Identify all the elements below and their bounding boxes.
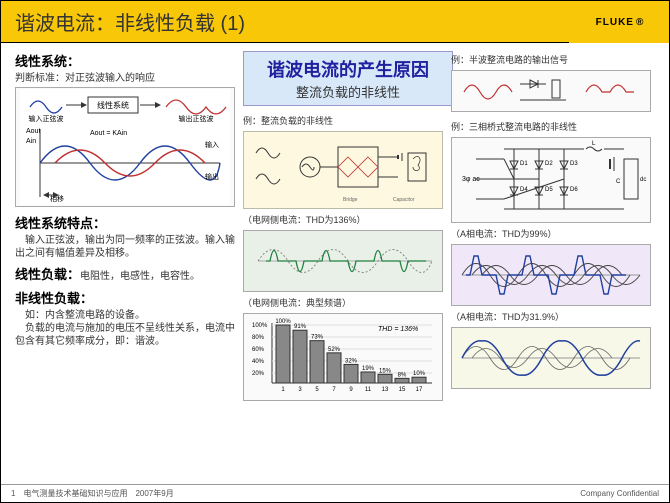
svg-text:11: 11 [365, 387, 372, 393]
slide-title: 谐波电流：非线性负载 (1) [15, 7, 245, 36]
three-phase-circuit-figure: 3φ ac D1D4D2D5D3D6 L C dc load [451, 137, 651, 223]
svg-text:Ain: Ain [26, 138, 36, 145]
svg-text:Bridge: Bridge [343, 197, 358, 203]
nonlinear-text: 如：内含整流电路的设备。 负载的电流与施加的电压不呈线性关系，电流中包含有其它频… [15, 309, 235, 348]
section-linear-char: 线性系统特点： [15, 213, 235, 232]
content: 线性系统： 判断标准：对正弦波输入的响应 线性系统 输入正弦波 输出正弦波 Ao… [1, 43, 669, 403]
svg-text:8%: 8% [398, 372, 407, 378]
footer-right: Company Confidential [580, 489, 659, 498]
svg-text:60%: 60% [252, 347, 265, 353]
svg-text:线性系统: 线性系统 [97, 100, 129, 110]
svg-text:5: 5 [315, 387, 319, 393]
svg-text:THD = 136%: THD = 136% [378, 326, 418, 333]
svg-text:Aout = KAin: Aout = KAin [90, 130, 127, 137]
svg-text:91%: 91% [294, 324, 307, 330]
section-linear-system: 线性系统： [15, 51, 235, 70]
svg-text:输入: 输入 [205, 140, 219, 149]
left-column: 线性系统： 判断标准：对正弦波输入的响应 线性系统 输入正弦波 输出正弦波 Ao… [15, 51, 235, 403]
svg-text:32%: 32% [345, 358, 358, 364]
svg-text:3: 3 [298, 387, 302, 393]
svg-text:9: 9 [349, 387, 353, 393]
svg-text:17: 17 [416, 387, 423, 393]
mid-cap1: 例：整流负载的非线性 [243, 114, 443, 127]
svg-text:C: C [616, 179, 621, 185]
svg-text:7: 7 [332, 387, 336, 393]
svg-text:输出: 输出 [205, 172, 219, 181]
svg-text:73%: 73% [311, 335, 324, 341]
spectrum-bar-figure: 100% 80% 60% 40% 20% 100% 1 91% 3 73% 5 52% 7 32% 9 19%… [243, 313, 443, 401]
svg-text:L: L [592, 141, 596, 147]
svg-text:100%: 100% [252, 323, 268, 329]
svg-text:52%: 52% [328, 347, 341, 353]
svg-text:15: 15 [399, 387, 406, 393]
phase-current-99-figure [451, 244, 651, 306]
middle-column: 谐波电流的产生原因 整流负载的非线性 例：整流负载的非线性 Bridge Cap… [243, 51, 443, 403]
linear-system-figure: 线性系统 输入正弦波 输出正弦波 Aout Ain Aout = KAin 输入… [15, 87, 235, 207]
half-wave-figure [451, 70, 651, 112]
svg-text:100%: 100% [275, 319, 291, 325]
svg-text:15%: 15% [379, 368, 392, 374]
svg-text:输入正弦波: 输入正弦波 [29, 114, 64, 123]
right-cap0: 例：半波整流电路的输出信号 [451, 53, 651, 66]
svg-text:D3: D3 [570, 161, 578, 167]
footer-left: 1 电气测量技术基础知识与应用 2007年9月 [11, 488, 174, 499]
svg-text:Capacitor: Capacitor [393, 197, 415, 203]
right-cap2: （A相电流：THD为99%） [451, 227, 651, 240]
svg-text:D2: D2 [545, 161, 553, 167]
linear-criterion: 判断标准：对正弦波输入的响应 [15, 72, 235, 85]
rectifier-circuit-figure: Bridge Capacitor [243, 131, 443, 209]
right-cap1: 例：三相桥式整流电路的非线性 [451, 120, 651, 133]
footer: 1 电气测量技术基础知识与应用 2007年9月 Company Confiden… [1, 484, 669, 502]
right-column: 例：半波整流电路的输出信号 例：三相桥式整流电路的非线性 3φ ac D1D4D… [451, 51, 651, 403]
section-nonlinear: 非线性负载： [15, 288, 235, 307]
linear-char-text: 输入正弦波，输出为同一频率的正弦波。输入输出之间有幅值差异及相移。 [15, 234, 235, 260]
cause-title: 谐波电流的产生原因 [248, 56, 448, 82]
svg-text:10%: 10% [413, 371, 426, 377]
svg-text:1: 1 [281, 387, 285, 393]
svg-text:Aout: Aout [26, 128, 40, 135]
header: 谐波电流：非线性负载 (1) FLUKE® [1, 1, 669, 43]
phase-current-32-figure [451, 327, 651, 389]
svg-text:输出正弦波: 输出正弦波 [179, 114, 214, 123]
current-waveform-figure [243, 230, 443, 292]
svg-text:dc load: dc load [640, 177, 648, 183]
svg-text:D6: D6 [570, 187, 578, 193]
mid-cap3: （电网侧电流：典型频谱） [243, 296, 443, 309]
svg-text:40%: 40% [252, 359, 265, 365]
mid-cap2: （电网侧电流：THD为136%） [243, 213, 443, 226]
svg-text:19%: 19% [362, 366, 375, 372]
svg-text:13: 13 [382, 387, 389, 393]
cause-sub: 整流负载的非线性 [248, 82, 448, 101]
right-cap3: （A相电流：THD为31.9%） [451, 310, 651, 323]
svg-text:20%: 20% [252, 371, 265, 377]
cause-box: 谐波电流的产生原因 整流负载的非线性 [243, 51, 453, 106]
svg-text:D5: D5 [545, 187, 553, 193]
brand-logo: FLUKE® [569, 1, 669, 43]
svg-text:80%: 80% [252, 335, 265, 341]
svg-text:D1: D1 [520, 161, 528, 167]
